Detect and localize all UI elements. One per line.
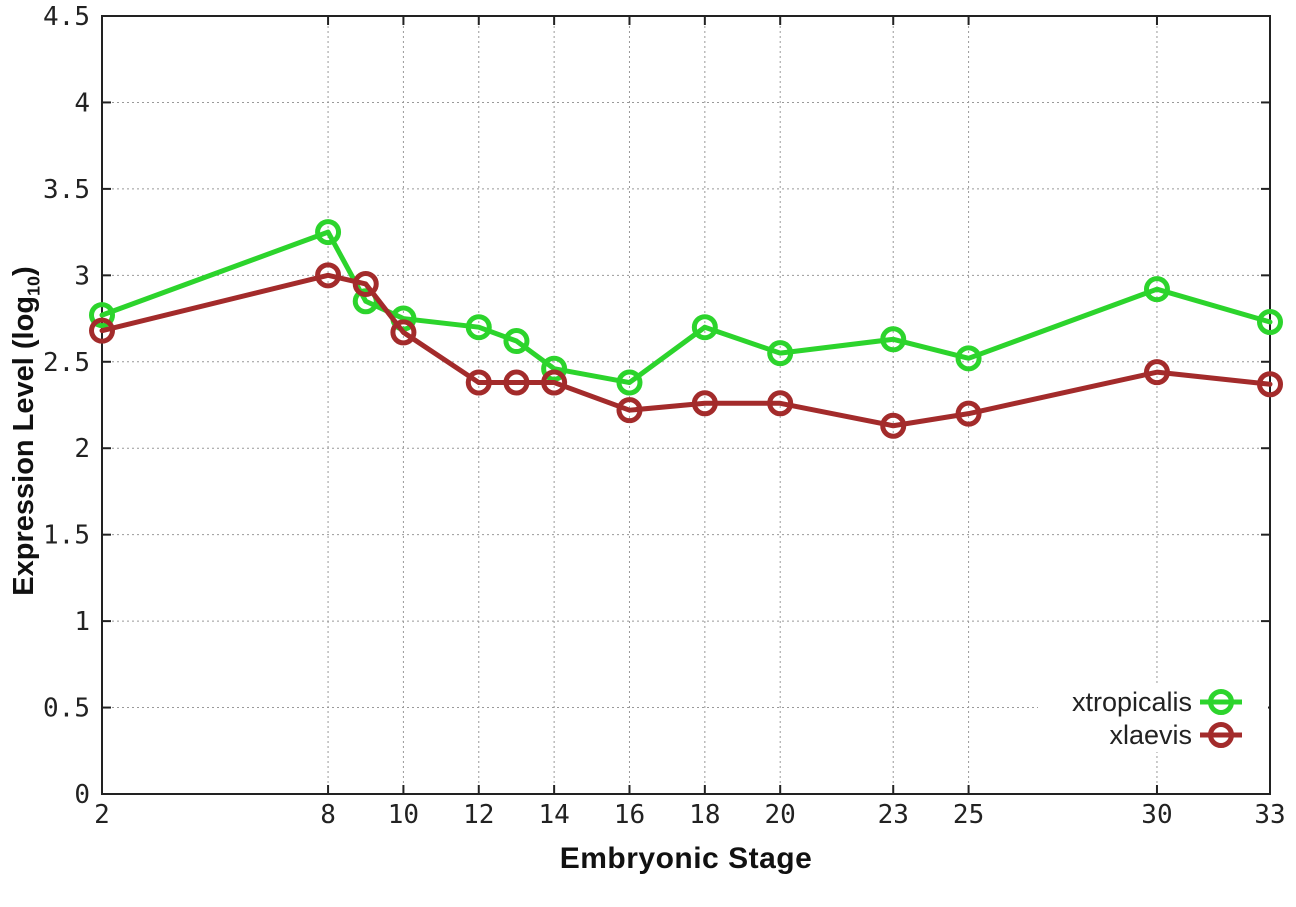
y-tick-label: 2 [74,434,90,464]
x-tick-label: 30 [1141,800,1172,830]
data-point-xlaevis [503,369,530,396]
data-point-xtropicalis [1257,309,1283,336]
data-point-xtropicalis [503,328,530,355]
series-line-xtropicalis [99,229,1273,386]
y-axis-title: Expression Level (log10) [8,231,44,631]
y-tick-label: 3 [74,261,90,291]
x-tick-label: 2 [94,800,110,830]
data-point-xlaevis [89,317,115,344]
data-point-xtropicalis [616,369,643,396]
data-point-xtropicalis [1143,276,1170,303]
data-point-xtropicalis [767,340,794,367]
data-point-xlaevis [955,400,982,427]
data-point-xlaevis [691,390,718,417]
data-point-xtropicalis [691,314,718,341]
plot-border [101,15,1271,795]
data-point-xlaevis [541,369,568,396]
x-tick-label: 8 [320,800,336,830]
data-point-xlaevis [390,319,417,346]
legend-label-xlaevis: xlaevis [1109,720,1192,750]
x-tick-label: 16 [614,800,645,830]
y-tick-label: 4 [74,88,90,118]
data-point-xlaevis [767,390,794,417]
data-point-xlaevis [1143,359,1170,386]
y-axis-title-subscript: 10 [23,275,44,296]
legend-sample-marker [1208,722,1234,748]
data-point-xtropicalis [315,219,342,246]
x-tick-label: 12 [463,800,494,830]
x-tick-label: 20 [765,800,796,830]
x-axis-title: Embryonic Stage [559,842,813,875]
x-tick-label: 14 [538,800,569,830]
y-tick-label: 4.5 [43,2,90,32]
y-tick-label: 0.5 [43,694,90,724]
y-tick-label: 2.5 [43,348,90,378]
data-point-xlaevis [465,369,492,396]
x-tick-label: 23 [878,800,909,830]
data-point-xlaevis [880,412,907,439]
y-tick-label: 3.5 [43,175,90,205]
y-axis-title-close: ) [8,266,40,276]
y-axis-title-text: Expression Level (log [8,295,40,596]
data-point-xtropicalis [880,326,907,353]
data-point-xlaevis [1257,371,1283,398]
x-tick-label: 33 [1254,800,1285,830]
legend-sample-marker [1208,689,1234,715]
series-line-xlaevis [99,272,1273,429]
x-tick-label: 10 [388,800,419,830]
y-tick-label: 1 [74,607,90,637]
data-point-xtropicalis [89,302,115,329]
y-tick-label: 1.5 [43,521,90,551]
data-point-xlaevis [315,262,342,289]
data-point-xlaevis [352,270,379,297]
data-point-xtropicalis [465,314,492,341]
x-tick-label: 25 [953,800,984,830]
data-point-xtropicalis [541,355,568,382]
x-tick-label: 18 [689,800,720,830]
data-point-xlaevis [616,397,643,424]
legend-label-xtropicalis: xtropicalis [1072,687,1192,717]
data-point-xtropicalis [955,345,982,372]
y-tick-label: 0 [74,780,90,810]
